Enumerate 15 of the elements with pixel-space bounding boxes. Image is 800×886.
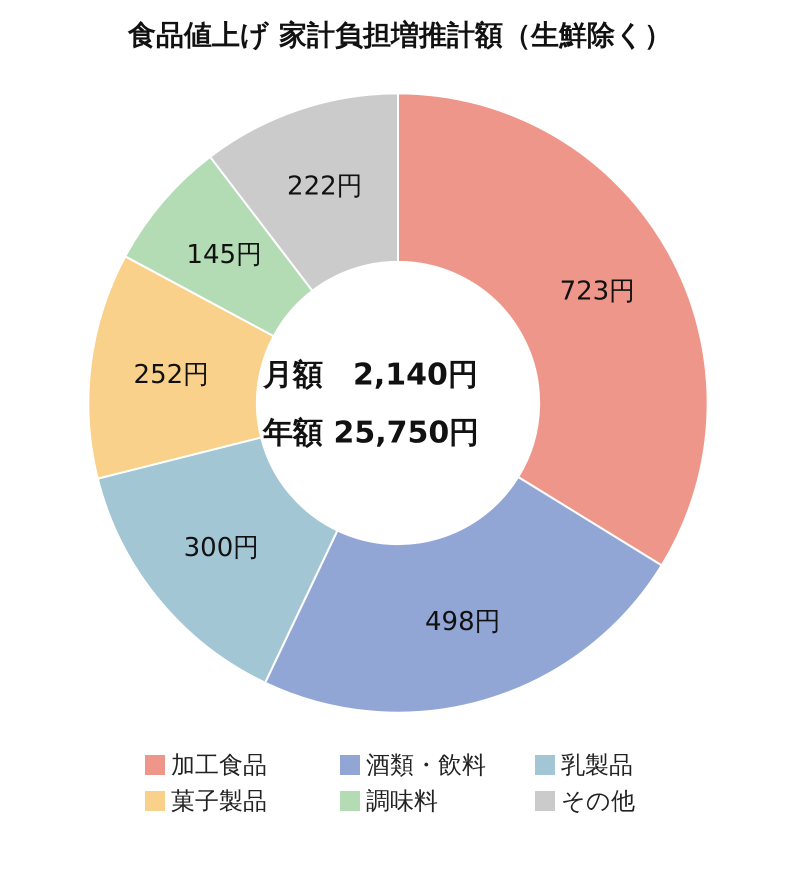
data-label: 300円 bbox=[184, 532, 260, 563]
legend-label: 菓子製品 bbox=[171, 787, 267, 815]
data-label: 723円 bbox=[560, 276, 636, 307]
data-label: 252円 bbox=[134, 360, 210, 390]
data-label: 222円 bbox=[287, 172, 363, 202]
legend-label: 乳製品 bbox=[561, 751, 633, 779]
legend-label: 調味料 bbox=[366, 787, 438, 815]
data-label: 498円 bbox=[424, 607, 501, 638]
legend-label: その他 bbox=[561, 787, 635, 815]
legend-label: 酒類・飲料 bbox=[366, 751, 486, 779]
text: 年額 25,750円 bbox=[262, 416, 480, 450]
text: 月額 2,140円 bbox=[262, 358, 478, 392]
chart-title: 食品値上げ 家計負担増推計額（生鮮除く） bbox=[127, 18, 672, 52]
legend-label: 加工食品 bbox=[171, 751, 267, 779]
data-label: 145円 bbox=[186, 240, 262, 270]
